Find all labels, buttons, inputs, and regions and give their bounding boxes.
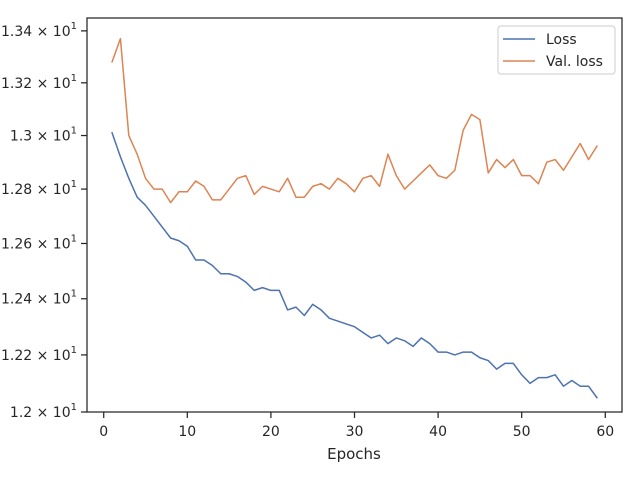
y-tick-label: 1.34 × 101 <box>1 21 77 40</box>
y-tick-mantissa: 1.32 × 10 <box>1 76 71 92</box>
y-tick-label: 1.32 × 101 <box>1 73 77 92</box>
y-tick-exponent: 1 <box>71 345 77 356</box>
series-line-loss <box>111 131 598 399</box>
y-tick-exponent: 1 <box>71 73 77 84</box>
y-tick-mantissa: 1.28 × 10 <box>1 182 71 198</box>
x-tick-label: 50 <box>513 424 531 440</box>
series-layer <box>111 37 598 399</box>
legend: Loss Val. loss <box>497 25 616 75</box>
y-tick-label: 1.24 × 101 <box>1 289 77 308</box>
x-axis-label: Epochs <box>327 445 381 463</box>
y-tick-exponent: 1 <box>71 179 77 190</box>
y-tick-exponent: 1 <box>71 233 77 244</box>
y-tick-exponent: 1 <box>71 402 77 413</box>
y-tick-label: 1.22 × 101 <box>1 345 77 364</box>
y-tick-mantissa: 1.26 × 10 <box>1 236 71 252</box>
legend-box <box>497 25 616 75</box>
y-tick-exponent: 1 <box>71 126 77 137</box>
x-tick-label: 40 <box>429 424 447 440</box>
y-tick-mantissa: 1.34 × 10 <box>1 24 71 40</box>
legend-label-val-loss: Val. loss <box>546 54 603 70</box>
x-tick-label: 10 <box>178 424 196 440</box>
series-line-val-loss <box>111 37 598 204</box>
y-tick-label: 1.2 × 101 <box>10 402 77 421</box>
y-tick-label: 1.3 × 101 <box>10 126 77 145</box>
x-tick-label: 30 <box>346 424 364 440</box>
x-axis: 0 10 20 30 40 50 60 <box>99 412 614 440</box>
x-tick-label: 0 <box>99 424 108 440</box>
plot-frame <box>86 17 623 413</box>
y-tick-label: 1.28 × 101 <box>1 179 77 198</box>
x-tick-label: 20 <box>262 424 280 440</box>
x-tick-label: 60 <box>596 424 614 440</box>
y-tick-label: 1.26 × 101 <box>1 233 77 252</box>
y-tick-mantissa: 1.24 × 10 <box>1 292 71 308</box>
y-tick-mantissa: 1.22 × 10 <box>1 348 71 364</box>
y-tick-mantissa: 1.2 × 10 <box>10 405 71 421</box>
y-tick-mantissa: 1.3 × 10 <box>10 129 71 145</box>
y-tick-exponent: 1 <box>71 289 77 300</box>
y-tick-exponent: 1 <box>71 21 77 32</box>
legend-label-loss: Loss <box>546 32 577 48</box>
